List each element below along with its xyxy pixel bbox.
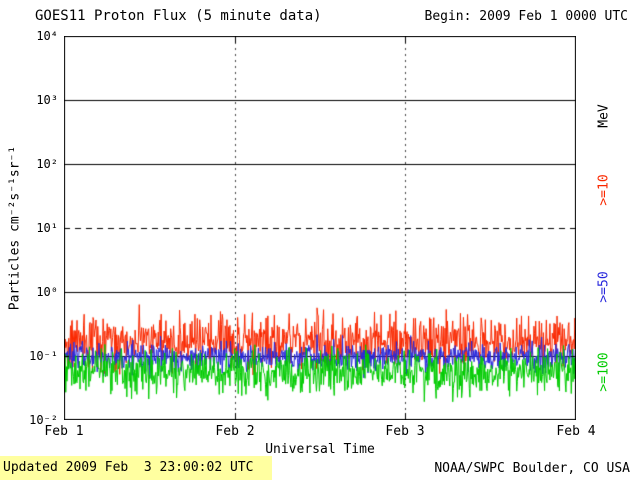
x-tick-feb4: Feb 4: [556, 424, 596, 439]
series-label-ge10: >=10: [596, 174, 612, 206]
proton-flux-plot-canvas: [64, 36, 576, 420]
right-axis-units-label: MeV: [596, 104, 612, 128]
y-tick-1e0: 10⁰: [36, 285, 58, 299]
updated-highlight-strip: [0, 456, 272, 480]
begin-time-label: Begin: 2009 Feb 1 0000 UTC: [424, 9, 629, 24]
chart-title: GOES11 Proton Flux (5 minute data): [35, 8, 322, 24]
x-tick-feb3: Feb 3: [385, 424, 425, 439]
series-label-ge100: >=100: [596, 352, 612, 392]
y-tick-1e2: 10²: [36, 157, 58, 171]
x-tick-feb1: Feb 1: [44, 424, 84, 439]
y-tick-1e-2: 10⁻²: [29, 413, 58, 427]
y-tick-1e4: 10⁴: [36, 29, 58, 43]
y-tick-1e1: 10¹: [36, 221, 58, 235]
series-label-ge50: >=50: [596, 271, 612, 303]
source-attribution: NOAA/SWPC Boulder, CO USA: [434, 461, 630, 476]
x-tick-feb2: Feb 2: [215, 424, 255, 439]
y-tick-1e3: 10³: [36, 93, 58, 107]
x-axis-label: Universal Time: [265, 442, 375, 457]
updated-timestamp: Updated 2009 Feb 3 23:00:02 UTC: [3, 460, 254, 475]
y-tick-1e-1: 10⁻¹: [29, 349, 58, 363]
y-axis-label: Particles cm⁻²s⁻¹sr⁻¹: [7, 145, 23, 311]
